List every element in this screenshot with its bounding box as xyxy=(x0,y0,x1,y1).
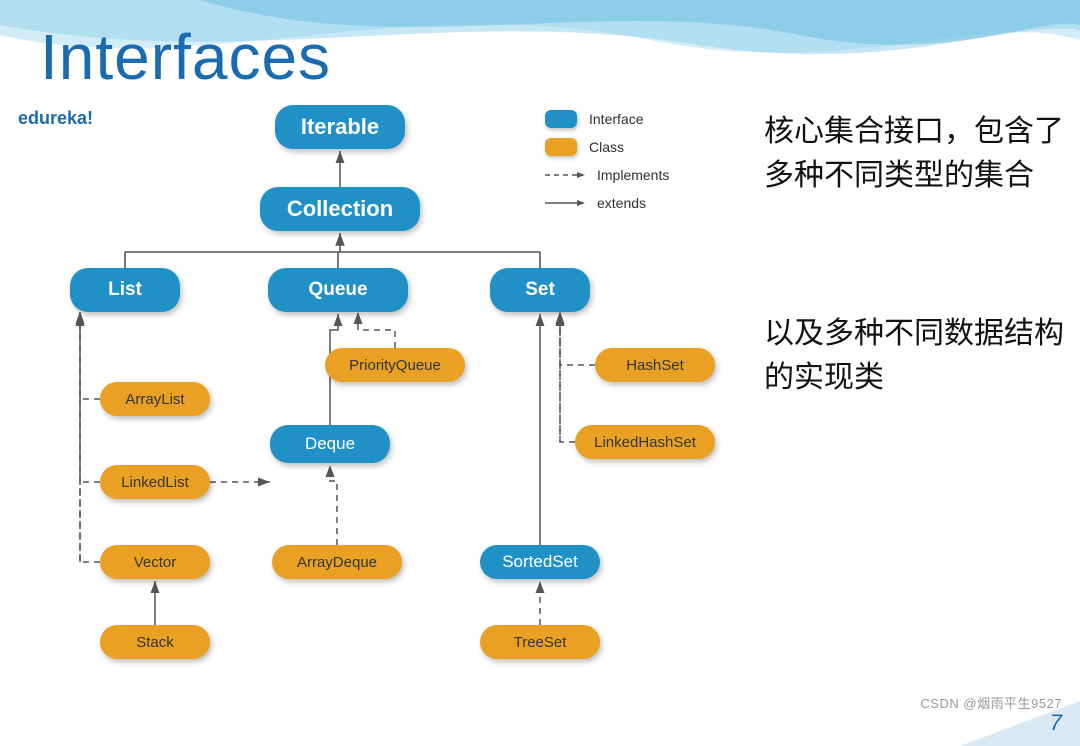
legend-interface-label: Interface xyxy=(589,111,643,127)
node-list: List xyxy=(70,268,180,312)
legend-extends: extends xyxy=(545,189,669,217)
node-deque: Deque xyxy=(270,425,390,463)
edge-arraydeque-deque xyxy=(330,465,337,545)
legend-class-swatch xyxy=(545,138,577,156)
watermark: CSDN @烟雨平生9527 xyxy=(920,693,1062,712)
node-arraylist: ArrayList xyxy=(100,382,210,416)
node-collection: Collection xyxy=(260,187,420,231)
node-hashset: HashSet xyxy=(595,348,715,382)
node-arraydeque: ArrayDeque xyxy=(272,545,402,579)
legend-extends-label: extends xyxy=(597,195,646,211)
edge-pqueue-queue xyxy=(358,312,395,348)
legend-extends-line xyxy=(545,197,585,209)
node-lhashset: LinkedHashSet xyxy=(575,425,715,459)
legend-implements-label: Implements xyxy=(597,167,669,183)
node-linkedlist: LinkedList xyxy=(100,465,210,499)
node-vector: Vector xyxy=(100,545,210,579)
edge-arraylist-list xyxy=(80,312,100,399)
node-sortedset: SortedSet xyxy=(480,545,600,579)
edge-vector-list xyxy=(80,312,100,562)
node-pqueue: PriorityQueue xyxy=(325,348,465,382)
edge-linkedlist-list xyxy=(80,312,100,482)
page-number: 7 xyxy=(1050,710,1062,736)
side-paragraph-1: 核心集合接口，包含了多种不同类型的集合 xyxy=(764,110,1080,197)
node-queue: Queue xyxy=(268,268,408,312)
legend-implements: Implements xyxy=(545,161,669,189)
side-paragraph-2: 以及多种不同数据结构的实现类 xyxy=(764,312,1080,399)
node-stack: Stack xyxy=(100,625,210,659)
edge-lhashset-set xyxy=(560,312,575,442)
edge-hashset-set xyxy=(560,312,595,365)
legend: Interface Class Implements extends xyxy=(545,105,669,217)
legend-class: Class xyxy=(545,133,669,161)
legend-interface-swatch xyxy=(545,110,577,128)
node-treeset: TreeSet xyxy=(480,625,600,659)
legend-class-label: Class xyxy=(589,139,624,155)
legend-interface: Interface xyxy=(545,105,669,133)
node-iterable: Iterable xyxy=(275,105,405,149)
legend-implements-line xyxy=(545,169,585,181)
node-set: Set xyxy=(490,268,590,312)
